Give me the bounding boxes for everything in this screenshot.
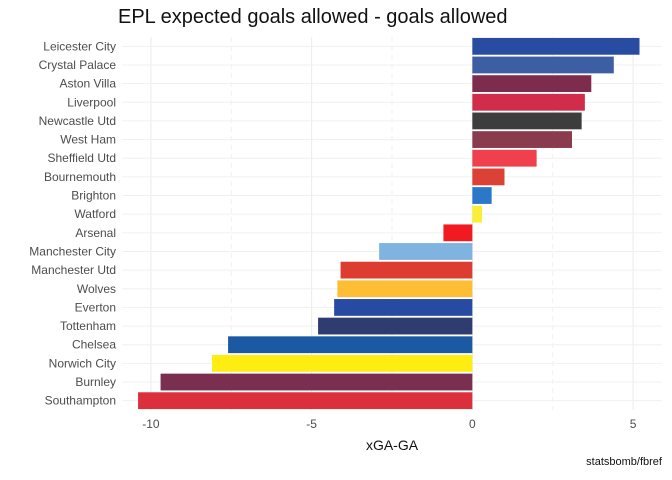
y-tick-label: Arsenal [75, 226, 116, 240]
bar-sheffield-utd [472, 149, 537, 167]
source-caption: statsbomb/fbref [586, 456, 662, 468]
y-tick-label: Newcastle Utd [39, 114, 116, 128]
bar-norwich-city [212, 354, 473, 372]
y-tick-label: Manchester City [29, 244, 116, 258]
x-tick-label: 0 [469, 417, 476, 431]
y-tick-label: Brighton [71, 189, 116, 203]
y-tick-label: Aston Villa [60, 77, 117, 91]
bar-liverpool [472, 93, 585, 111]
bar-tottenham [318, 317, 473, 335]
y-tick-label: Manchester Utd [31, 263, 116, 277]
bar-southampton [138, 392, 473, 410]
bar-manchester-utd [340, 261, 473, 279]
y-tick-label: Leicester City [43, 39, 116, 53]
bar-aston-villa [472, 75, 592, 93]
bar-newcastle-utd [472, 112, 582, 130]
x-axis-labels: -10 -5 0 5 [142, 417, 636, 431]
bar-west-ham [472, 131, 572, 148]
y-tick-label: Tottenham [60, 319, 116, 333]
bar-manchester-city [379, 243, 473, 260]
chart-title: EPL expected goals allowed - goals allow… [118, 6, 508, 28]
y-tick-label: Southampton [45, 394, 116, 408]
bar-everton [334, 299, 473, 316]
bar-burnley [160, 373, 473, 391]
bar-arsenal [443, 224, 473, 242]
y-tick-label: Burnley [75, 375, 116, 389]
y-tick-label: Crystal Palace [39, 58, 117, 72]
bar-leicester-city [472, 37, 640, 55]
x-tick-label: -10 [142, 417, 160, 431]
y-tick-label: West Ham [60, 133, 116, 147]
y-tick-label: Wolves [77, 282, 116, 296]
bars [138, 37, 640, 410]
y-tick-label: Sheffield Utd [48, 151, 117, 165]
bar-watford [472, 205, 482, 223]
y-tick-label: Chelsea [72, 338, 116, 352]
bar-wolves [337, 280, 473, 298]
x-axis-title: xGA-GA [366, 437, 419, 453]
y-tick-label: Everton [75, 300, 116, 314]
x-tick-label: 5 [630, 417, 637, 431]
x-tick-label: -5 [306, 417, 317, 431]
bar-chelsea [228, 336, 473, 354]
bar-crystal-palace [472, 56, 614, 74]
bar-brighton [472, 187, 492, 204]
y-tick-label: Watford [74, 207, 116, 221]
y-tick-label: Bournemouth [44, 170, 116, 184]
y-tick-label: Norwich City [49, 356, 116, 370]
y-axis-labels: Leicester City Crystal Palace Aston Villa L… [29, 39, 116, 407]
bar-bournemouth [472, 168, 505, 186]
grid-lines [122, 37, 662, 410]
y-tick-label: Liverpool [67, 95, 116, 109]
